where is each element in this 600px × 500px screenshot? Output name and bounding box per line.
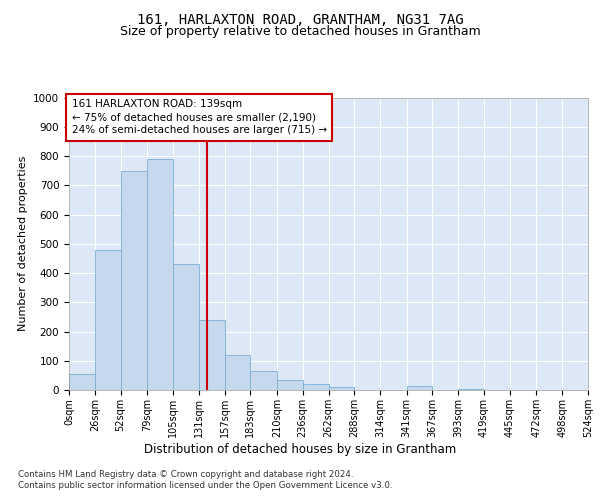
Bar: [121, 170, 147, 390]
Bar: [173, 264, 199, 390]
Text: 161 HARLAXTON ROAD: 139sqm
← 75% of detached houses are smaller (2,190)
24% of s: 161 HARLAXTON ROAD: 139sqm ← 75% of deta…: [71, 99, 327, 136]
Bar: [147, 159, 173, 390]
Bar: [95, 250, 121, 390]
Text: Contains public sector information licensed under the Open Government Licence v3: Contains public sector information licen…: [18, 481, 392, 490]
Bar: [303, 384, 329, 390]
Bar: [458, 388, 484, 390]
Bar: [250, 371, 277, 390]
Bar: [69, 374, 95, 390]
Bar: [199, 320, 224, 390]
Text: Distribution of detached houses by size in Grantham: Distribution of detached houses by size …: [144, 442, 456, 456]
Bar: [224, 355, 250, 390]
Bar: [277, 380, 303, 390]
Bar: [407, 386, 433, 390]
Text: 161, HARLAXTON ROAD, GRANTHAM, NG31 7AG: 161, HARLAXTON ROAD, GRANTHAM, NG31 7AG: [137, 12, 463, 26]
Bar: [329, 387, 354, 390]
Text: Size of property relative to detached houses in Grantham: Size of property relative to detached ho…: [119, 25, 481, 38]
Text: Contains HM Land Registry data © Crown copyright and database right 2024.: Contains HM Land Registry data © Crown c…: [18, 470, 353, 479]
Y-axis label: Number of detached properties: Number of detached properties: [17, 156, 28, 332]
